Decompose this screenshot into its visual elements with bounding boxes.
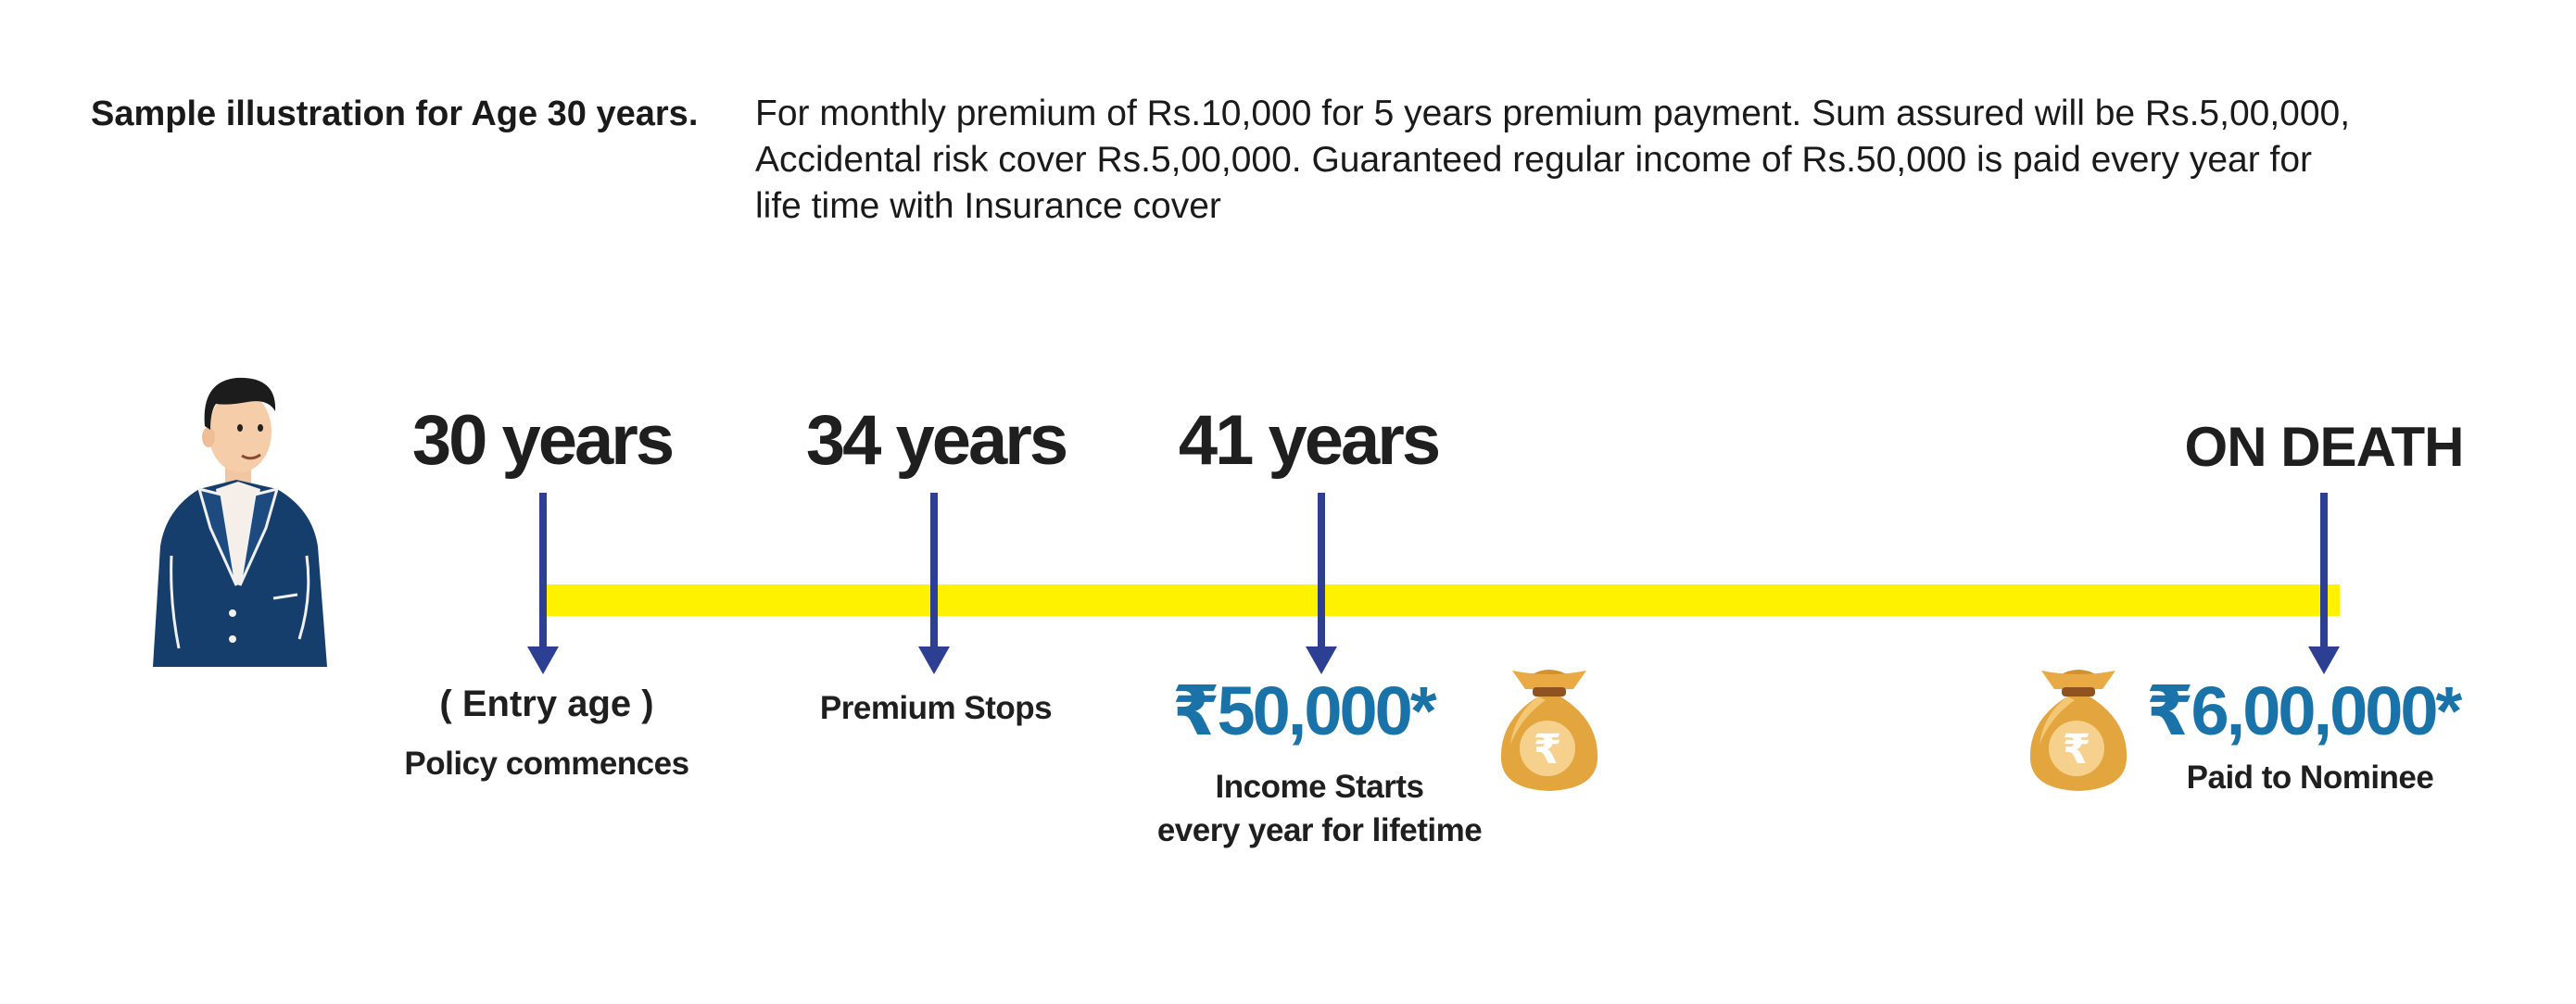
money-bag-icon: ₹ — [2029, 670, 2128, 791]
milestone-on-death: ON DEATH — [2184, 416, 2465, 478]
money-bag-icon: ₹ — [1500, 670, 1598, 791]
premium-stops-caption: Premium Stops — [819, 690, 1053, 726]
paid-to-nominee-caption: Paid to Nominee — [2186, 759, 2434, 796]
income-starts-caption: Income Starts — [1215, 769, 1424, 805]
description-line-1: For monthly premium of Rs.10,000 for 5 y… — [755, 94, 2351, 133]
policy-commences-caption: Policy commences — [404, 746, 689, 782]
description-line-2: Accidental risk cover Rs.5,00,000. Guara… — [755, 140, 2313, 180]
milestone-34-years: 34 years — [805, 401, 1068, 480]
timeline-bar — [545, 584, 2340, 616]
death-benefit-amount: ₹6,00,000* — [2146, 672, 2462, 749]
person-illustration — [153, 377, 327, 667]
milestone-41-years: 41 years — [1178, 401, 1441, 480]
rupee-icon: ₹ — [2063, 726, 2091, 773]
income-amount: ₹50,000* — [1172, 672, 1437, 749]
illustration-description: For monthly premium of Rs.10,000 for 5 y… — [755, 91, 2479, 230]
rupee-icon: ₹ — [1534, 726, 1562, 773]
entry-age-caption: ( Entry age ) — [439, 684, 654, 724]
illustration-heading: Sample illustration for Age 30 years. — [91, 94, 699, 133]
milestone-30-years: 30 years — [411, 401, 675, 480]
income-lifetime-caption: every year for lifetime — [1156, 812, 1483, 848]
description-line-3: life time with Insurance cover — [755, 186, 1221, 226]
